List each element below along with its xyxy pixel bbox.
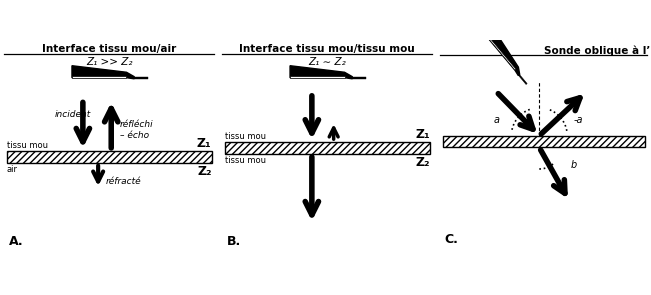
Text: incident: incident [55, 110, 90, 119]
Text: réfléchi
– écho: réfléchi – écho [120, 120, 154, 140]
Text: air: air [7, 165, 18, 174]
Polygon shape [290, 66, 352, 79]
Polygon shape [290, 76, 344, 78]
Text: b: b [570, 160, 577, 170]
Text: Interface tissu mou/air: Interface tissu mou/air [42, 44, 176, 54]
Text: Z₁ ∼ Z₂: Z₁ ∼ Z₂ [309, 57, 346, 67]
Polygon shape [486, 34, 516, 70]
Bar [225, 142, 430, 154]
Text: tissu mou: tissu mou [225, 132, 266, 141]
Text: Z₁ >> Z₂: Z₁ >> Z₂ [86, 57, 132, 67]
Bar [443, 136, 644, 148]
Polygon shape [134, 77, 148, 78]
Text: A.: A. [8, 235, 23, 248]
Text: Sonde oblique à l’interfac: Sonde oblique à l’interfac [544, 45, 651, 56]
Bar [7, 151, 212, 163]
Text: réfracté: réfracté [105, 177, 141, 186]
Polygon shape [352, 77, 367, 78]
Polygon shape [486, 29, 519, 76]
Text: Z₂: Z₂ [197, 165, 212, 178]
Text: tissu mou: tissu mou [7, 141, 48, 150]
Polygon shape [72, 76, 126, 78]
Text: Z₁: Z₁ [415, 128, 430, 141]
Text: tissu mou: tissu mou [225, 156, 266, 165]
Text: C.: C. [445, 233, 459, 246]
Polygon shape [72, 66, 134, 79]
Text: B.: B. [227, 235, 241, 248]
Text: -a: -a [574, 114, 583, 124]
Text: Interface tissu mou/tissu mou: Interface tissu mou/tissu mou [240, 44, 415, 54]
Text: a: a [493, 114, 499, 124]
Polygon shape [518, 75, 527, 85]
Text: Z₁: Z₁ [197, 137, 212, 150]
Text: Z₂: Z₂ [415, 156, 430, 169]
